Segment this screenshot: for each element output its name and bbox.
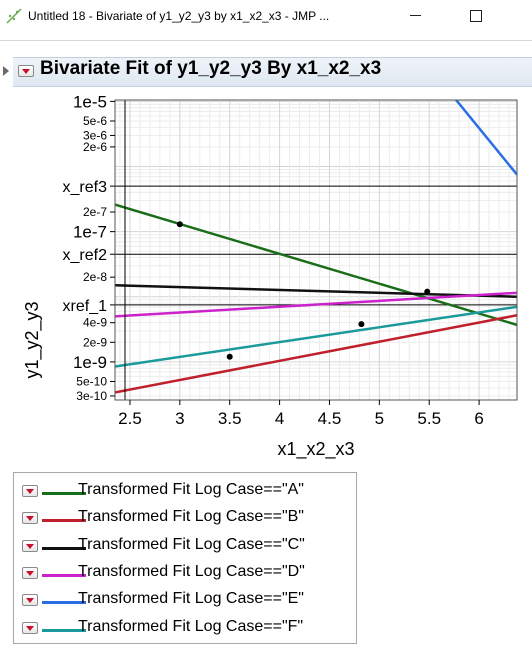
fit-line-b [115, 314, 517, 394]
fit-line-f [115, 305, 517, 368]
x-tick-label: 4 [275, 409, 284, 428]
reference-line-label: xref_1 [63, 298, 108, 315]
y-tick-label: 5e-6 [83, 114, 107, 128]
legend-line-swatch [42, 519, 86, 523]
x-tick-label: 4.5 [318, 409, 342, 428]
window-title-bar: Untitled 18 - Bivariate of y1_y2_y3 by x… [0, 0, 532, 32]
x-tick-label: 6 [474, 409, 483, 428]
red-triangle-menu-icon[interactable] [22, 594, 38, 607]
y-tick-label: 2e-9 [83, 335, 107, 349]
legend-line-swatch [42, 601, 86, 605]
data-point [424, 288, 431, 295]
data-point [358, 321, 365, 328]
x-axis-label: x1_x2_x3 [277, 439, 354, 460]
y-tick-label: 4e-9 [83, 316, 107, 330]
legend-label: Transformed Fit Log Case=="C" [78, 535, 305, 553]
y-tick-label: 3e-6 [83, 128, 107, 142]
x-tick-label: 3 [175, 409, 184, 428]
minimize-button[interactable] [392, 0, 438, 32]
data-points [176, 221, 431, 360]
collapse-triangle-icon[interactable] [3, 66, 9, 76]
maximize-button[interactable] [453, 0, 499, 32]
y-tick-label: 1e-5 [73, 92, 107, 111]
x-tick-label: 5.5 [417, 409, 441, 428]
legend-line-swatch [42, 546, 86, 550]
jmp-app-icon [6, 8, 22, 24]
fit-line-c [115, 284, 517, 299]
y-axis-label: y1_y2_y3 [22, 301, 43, 378]
legend-line-swatch [42, 573, 86, 577]
legend-line-swatch [42, 628, 86, 632]
plot-frame [114, 99, 518, 401]
window-title: Untitled 18 - Bivariate of y1_y2_y3 by x… [28, 9, 330, 23]
legend-label: Transformed Fit Log Case=="E" [78, 590, 304, 608]
fit-line-e [455, 100, 517, 176]
y-tick-label: 2e-7 [83, 205, 107, 219]
report-header [13, 57, 532, 87]
report-title: Bivariate Fit of y1_y2_y3 By x1_x2_x3 [40, 58, 382, 79]
red-triangle-menu-icon[interactable] [22, 485, 38, 497]
red-triangle-menu-icon[interactable] [18, 65, 34, 77]
y-tick-label: 1e-9 [73, 353, 107, 372]
red-triangle-menu-icon[interactable] [22, 566, 38, 579]
legend-label: Transformed Fit Log Case=="F" [78, 617, 304, 635]
data-point [176, 221, 183, 228]
bivariate-plot: 1e-5 5e-63e-62e-6 2e-7 1e-7 2e-8 4e-9 2e-9 1e-9… [22, 92, 518, 460]
legend-label: Transformed Fit Log Case=="B" [78, 508, 304, 526]
plot-grid [115, 100, 517, 400]
y-axis-ticks: 1e-5 5e-63e-62e-6 2e-7 1e-7 2e-8 4e-9 2e-9 1e-9… [63, 92, 115, 403]
legend-label: Transformed Fit Log Case=="A" [78, 481, 304, 498]
x-axis-ticks: 2.5 3 3.5 4 4.5 5 5.5 6 [118, 400, 484, 428]
y-tick-label: 5e-10 [76, 375, 107, 389]
red-triangle-menu-icon[interactable] [22, 512, 38, 525]
legend: Transformed Fit Log Case=="A" Transformed… [13, 472, 357, 644]
title-divider [0, 40, 532, 41]
y-tick-label: 1e-7 [73, 223, 107, 242]
fit-line-d [115, 291, 517, 318]
x-tick-label: 2.5 [118, 409, 142, 428]
x-tick-label: 3.5 [218, 409, 242, 428]
reference-line-label: x_ref2 [63, 247, 108, 264]
legend-label: Transformed Fit Log Case=="D" [78, 562, 305, 580]
red-triangle-menu-icon[interactable] [22, 539, 38, 552]
y-tick-label: 3e-10 [76, 389, 107, 403]
red-triangle-menu-icon[interactable] [22, 621, 38, 634]
reference-line-label: x_ref3 [63, 179, 108, 196]
legend-line-swatch [42, 492, 86, 495]
y-tick-label: 2e-8 [83, 270, 107, 284]
x-tick-label: 5 [375, 409, 384, 428]
data-point [226, 353, 233, 360]
y-tick-label: 2e-6 [83, 140, 107, 154]
